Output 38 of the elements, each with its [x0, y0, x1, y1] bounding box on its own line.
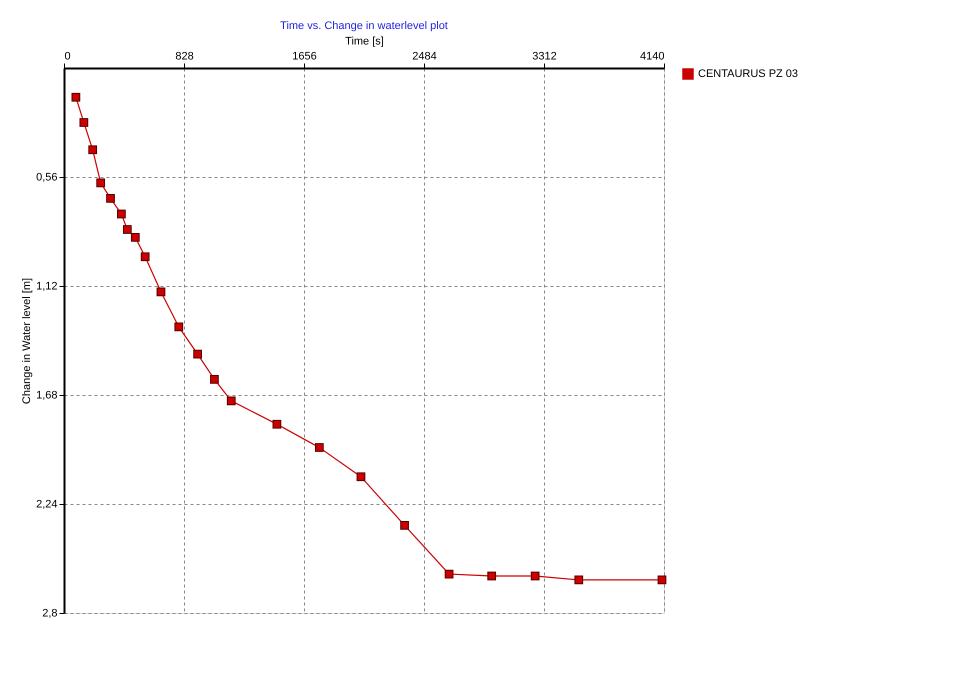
point: [156, 287, 166, 296]
point: [117, 210, 126, 218]
point: [356, 472, 366, 482]
y-tick-label: 2,8: [42, 608, 58, 620]
point: [400, 521, 409, 530]
y-tick-label: 1,12: [36, 280, 58, 292]
point: [193, 350, 202, 358]
point: [140, 252, 150, 262]
y-tick-label: 2,24: [36, 498, 58, 510]
point: [444, 570, 454, 578]
x-tick-label: 4140: [640, 50, 664, 62]
point: [574, 576, 584, 584]
point: [174, 322, 184, 332]
point: [96, 178, 106, 188]
x-tick-label: 0: [64, 50, 71, 62]
chart-title: Time vs. Change in waterlevel plot: [280, 20, 448, 32]
y-tick-label: 1,68: [36, 390, 58, 402]
point: [122, 225, 132, 234]
point: [314, 443, 324, 452]
point: [272, 420, 282, 429]
point: [106, 194, 115, 203]
point: [530, 572, 540, 580]
point: [226, 396, 236, 406]
point: [130, 232, 140, 242]
point: [72, 92, 80, 102]
x-tick-label: 2484: [412, 50, 437, 62]
x-tick-label: 3312: [532, 50, 557, 62]
point: [210, 375, 219, 384]
y-tick-label: 0,56: [36, 172, 58, 184]
x-axis-title: Time [s]: [345, 36, 384, 48]
y-axis-title: Change in Water level [m]: [21, 278, 34, 404]
point: [79, 118, 88, 127]
x-tick-label: 1656: [292, 50, 317, 62]
legend-label: CENTAURUS PZ 03: [698, 68, 798, 80]
point: [487, 572, 496, 580]
point: [658, 576, 666, 584]
point: [88, 145, 98, 154]
x-tick-label: 828: [175, 50, 194, 62]
